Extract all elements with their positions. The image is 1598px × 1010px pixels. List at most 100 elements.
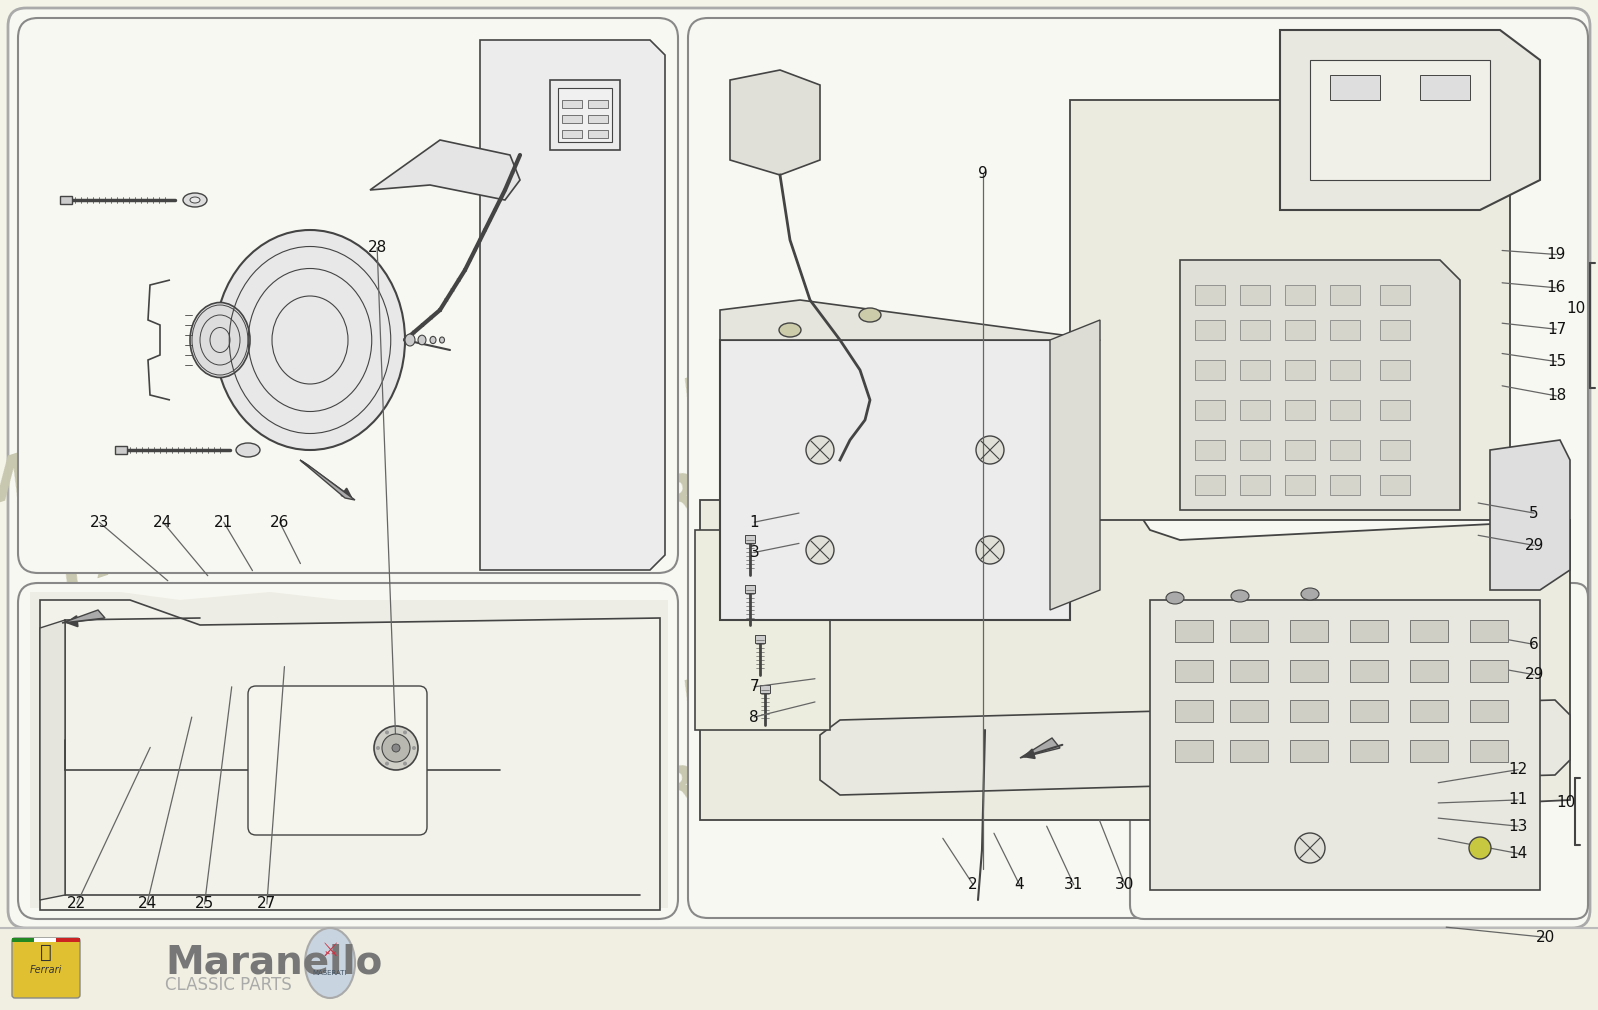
Bar bbox=[761, 685, 770, 693]
Text: 7: 7 bbox=[749, 680, 759, 694]
Bar bbox=[1195, 285, 1226, 305]
Text: 28: 28 bbox=[368, 240, 387, 255]
Polygon shape bbox=[30, 592, 668, 908]
Text: 3: 3 bbox=[749, 545, 759, 560]
Ellipse shape bbox=[190, 303, 249, 378]
Text: 9: 9 bbox=[978, 167, 988, 181]
Polygon shape bbox=[1489, 440, 1569, 590]
Bar bbox=[1240, 285, 1270, 305]
Text: CLASSIC PARTS: CLASSIC PARTS bbox=[165, 976, 292, 994]
Text: PARTS: PARTS bbox=[1262, 222, 1497, 358]
Bar bbox=[1195, 400, 1226, 420]
Bar bbox=[1350, 740, 1389, 762]
Bar bbox=[1240, 360, 1270, 380]
Bar bbox=[1195, 475, 1226, 495]
Text: 1: 1 bbox=[749, 515, 759, 529]
Bar bbox=[1330, 400, 1360, 420]
Polygon shape bbox=[700, 500, 1569, 820]
Text: Ferrari: Ferrari bbox=[30, 965, 62, 975]
Bar bbox=[1470, 700, 1509, 722]
Polygon shape bbox=[1071, 100, 1510, 520]
Bar bbox=[1381, 285, 1409, 305]
Bar bbox=[1290, 620, 1328, 642]
Ellipse shape bbox=[1294, 833, 1325, 863]
Bar bbox=[1409, 660, 1448, 682]
Ellipse shape bbox=[412, 746, 415, 750]
Bar bbox=[1195, 320, 1226, 340]
Bar bbox=[1285, 360, 1315, 380]
Ellipse shape bbox=[392, 744, 400, 752]
Bar bbox=[558, 88, 612, 142]
Text: 26: 26 bbox=[270, 515, 289, 529]
Text: PARTS: PARTS bbox=[943, 441, 1157, 560]
Ellipse shape bbox=[403, 730, 407, 734]
Polygon shape bbox=[695, 530, 829, 730]
Polygon shape bbox=[40, 620, 66, 900]
Bar bbox=[56, 938, 80, 942]
FancyBboxPatch shape bbox=[13, 938, 80, 998]
Text: 19: 19 bbox=[1547, 247, 1566, 262]
Bar bbox=[588, 115, 607, 123]
Bar bbox=[1330, 440, 1360, 460]
Bar bbox=[1409, 740, 1448, 762]
Bar bbox=[1230, 700, 1267, 722]
Text: Maranello: Maranello bbox=[476, 305, 884, 495]
Bar bbox=[1470, 660, 1509, 682]
Bar bbox=[1175, 700, 1213, 722]
Bar bbox=[588, 100, 607, 108]
Text: 6: 6 bbox=[1529, 637, 1539, 651]
Text: 11: 11 bbox=[1509, 793, 1528, 807]
Text: 24: 24 bbox=[153, 515, 173, 529]
Ellipse shape bbox=[216, 230, 404, 450]
Ellipse shape bbox=[1167, 592, 1184, 604]
FancyBboxPatch shape bbox=[1130, 583, 1588, 919]
Text: Maranello: Maranello bbox=[847, 305, 1253, 495]
Text: 29: 29 bbox=[1524, 668, 1544, 682]
Bar bbox=[1230, 620, 1267, 642]
Ellipse shape bbox=[419, 335, 427, 344]
Bar bbox=[1230, 660, 1267, 682]
Polygon shape bbox=[1280, 30, 1540, 210]
Ellipse shape bbox=[805, 536, 834, 564]
Bar bbox=[1195, 360, 1226, 380]
Text: 29: 29 bbox=[1524, 538, 1544, 552]
Bar bbox=[1470, 620, 1509, 642]
Text: 30: 30 bbox=[1115, 878, 1135, 892]
Ellipse shape bbox=[430, 336, 436, 343]
Polygon shape bbox=[40, 600, 660, 910]
Text: 20: 20 bbox=[1536, 930, 1555, 944]
Text: Maranello: Maranello bbox=[165, 944, 382, 982]
Polygon shape bbox=[371, 140, 519, 200]
Bar bbox=[1175, 740, 1213, 762]
FancyBboxPatch shape bbox=[689, 18, 1588, 918]
Polygon shape bbox=[820, 700, 1569, 795]
Bar bbox=[1381, 400, 1409, 420]
Bar bbox=[1409, 620, 1448, 642]
Bar bbox=[61, 196, 72, 204]
Bar bbox=[1330, 320, 1360, 340]
FancyBboxPatch shape bbox=[248, 686, 427, 835]
Ellipse shape bbox=[1301, 588, 1318, 600]
Text: 10: 10 bbox=[1556, 796, 1576, 810]
Bar bbox=[1175, 660, 1213, 682]
Bar bbox=[562, 100, 582, 108]
Ellipse shape bbox=[439, 337, 444, 343]
Bar bbox=[1285, 320, 1315, 340]
Polygon shape bbox=[721, 300, 1099, 360]
Polygon shape bbox=[300, 460, 355, 500]
Bar bbox=[1350, 700, 1389, 722]
Ellipse shape bbox=[184, 193, 208, 207]
Bar bbox=[1290, 660, 1328, 682]
Ellipse shape bbox=[1230, 590, 1250, 602]
Bar bbox=[1285, 440, 1315, 460]
Bar bbox=[1381, 360, 1409, 380]
Bar bbox=[1330, 360, 1360, 380]
Ellipse shape bbox=[805, 436, 834, 464]
Ellipse shape bbox=[305, 928, 355, 998]
Bar bbox=[754, 635, 765, 643]
Ellipse shape bbox=[385, 730, 388, 734]
Bar bbox=[13, 938, 34, 942]
Bar bbox=[1285, 400, 1315, 420]
Polygon shape bbox=[1050, 320, 1099, 610]
Text: 23: 23 bbox=[89, 515, 109, 529]
